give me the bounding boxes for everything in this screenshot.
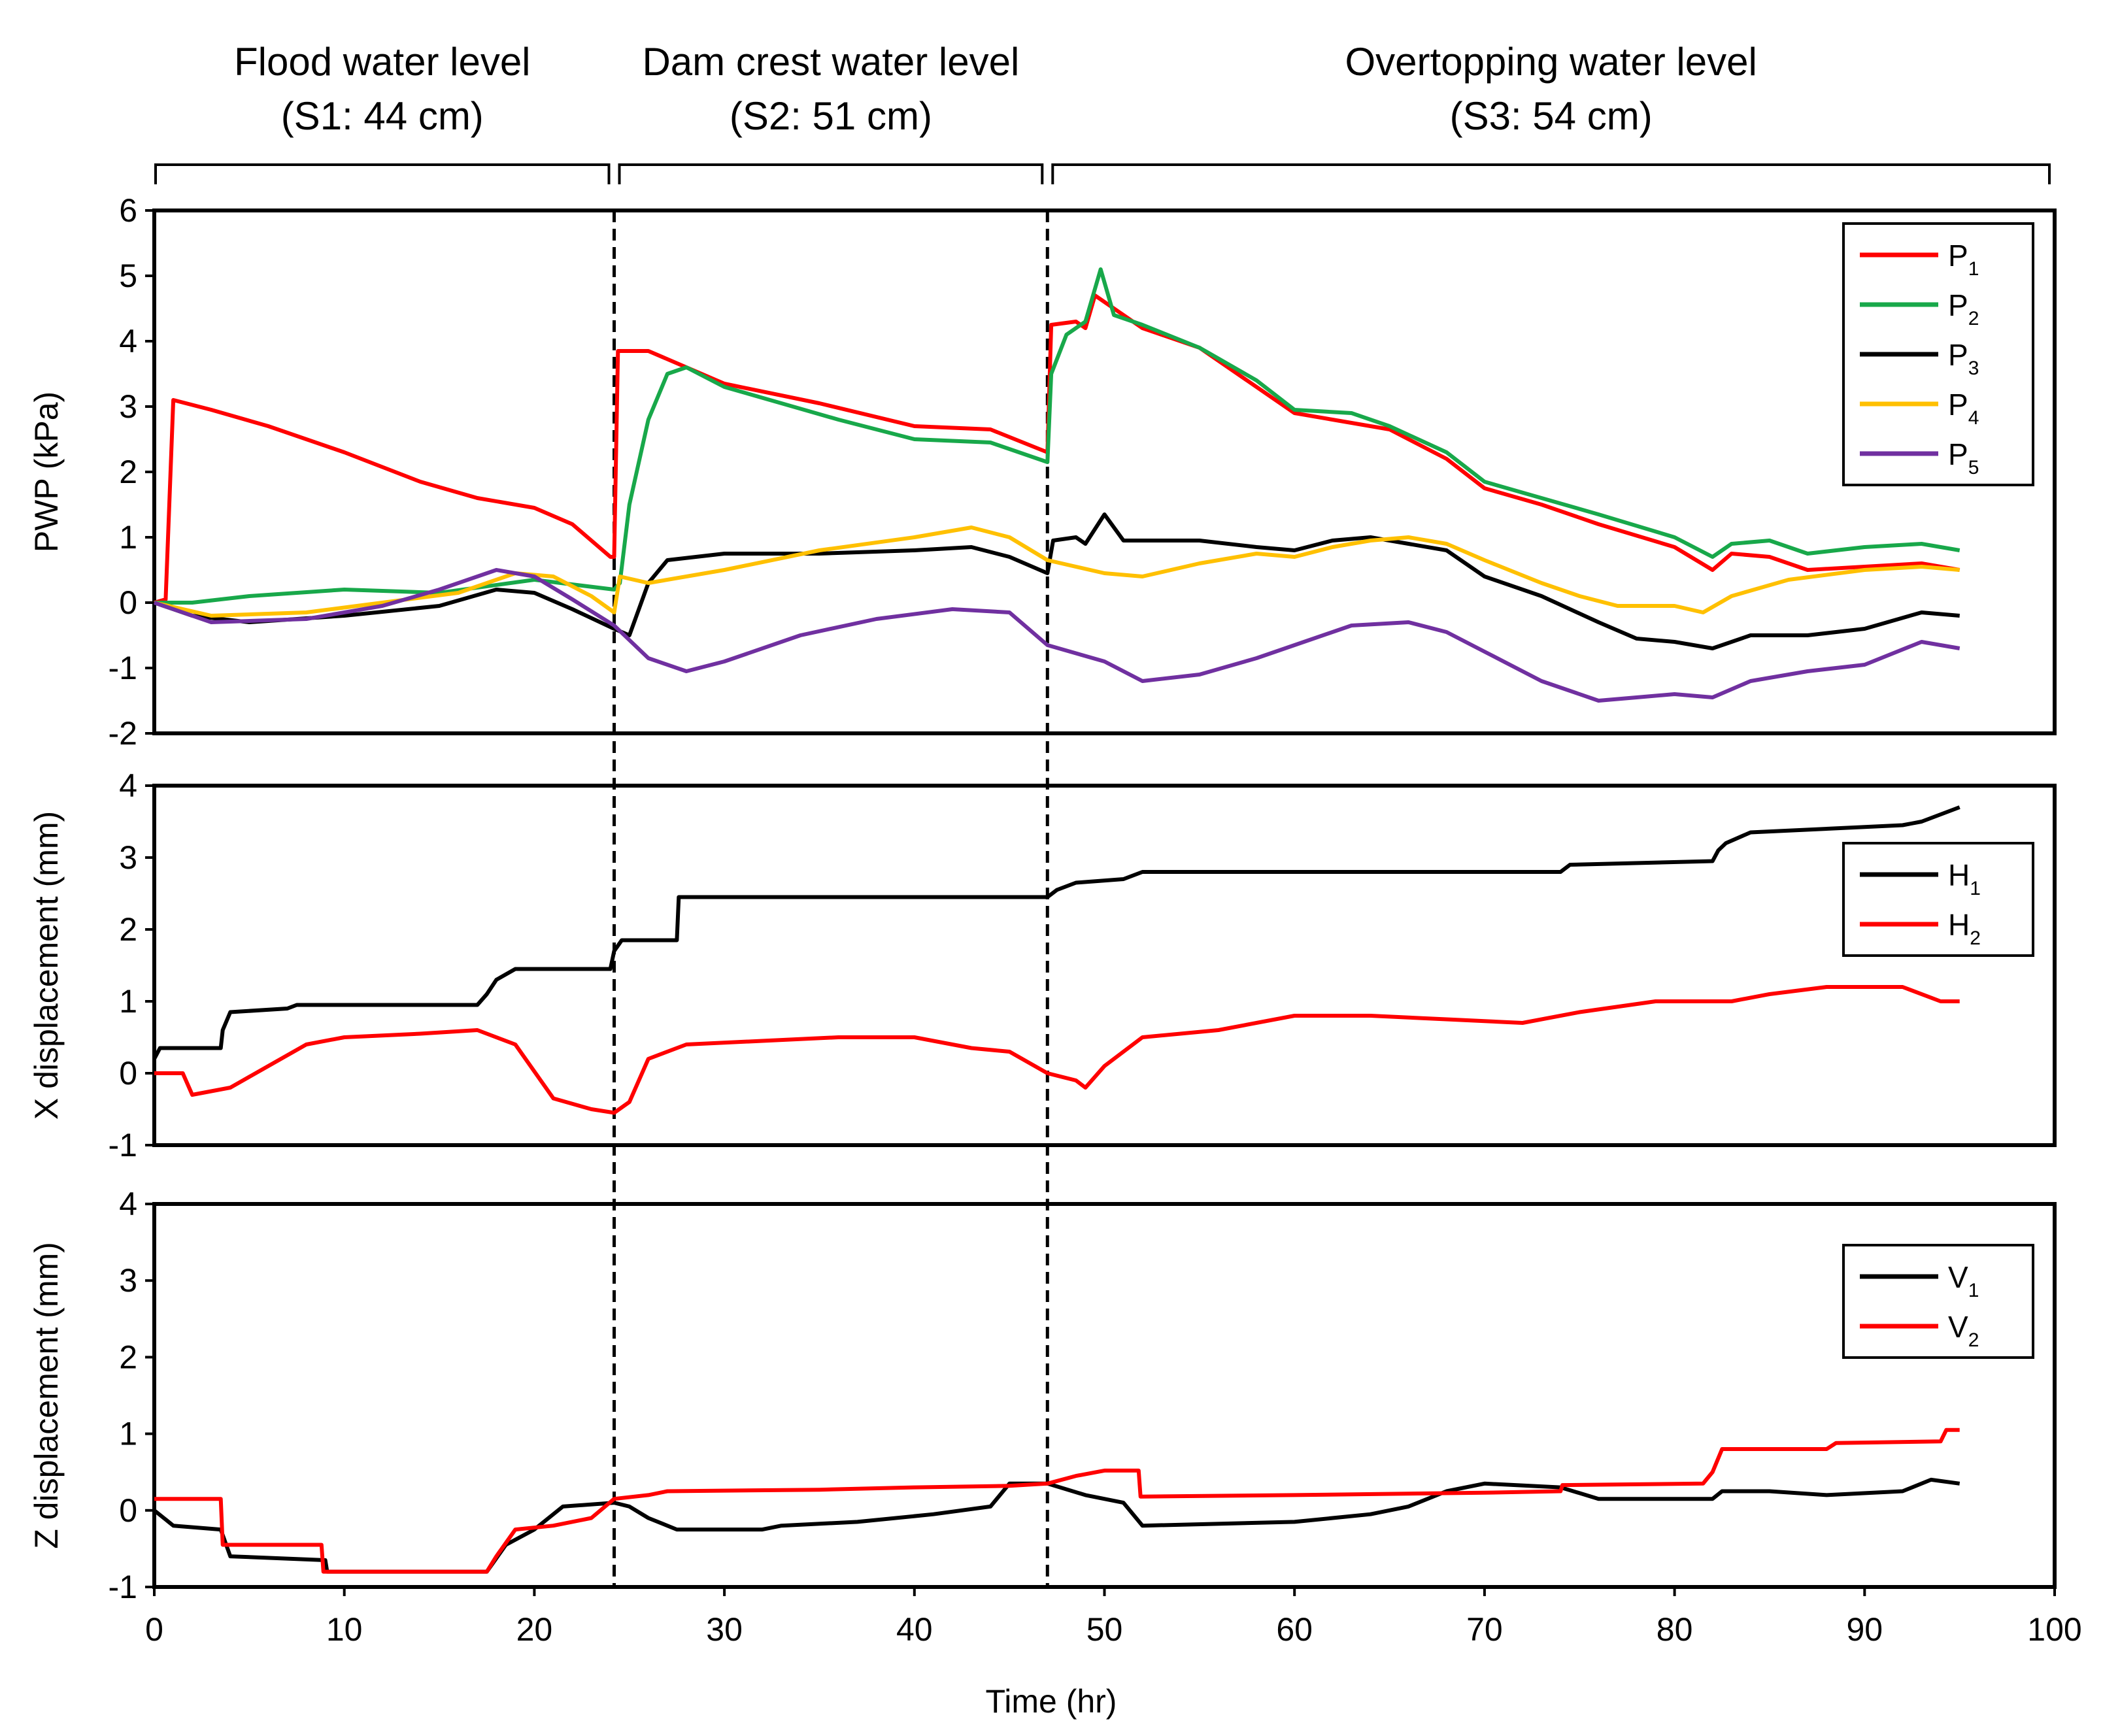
y-tick-label: 1 bbox=[119, 519, 137, 556]
y-tick-label: 5 bbox=[119, 258, 137, 294]
series-line-p3 bbox=[154, 512, 1960, 650]
y-axis-label: Z displacement (mm) bbox=[28, 1242, 65, 1549]
y-tick-label: 0 bbox=[119, 1492, 137, 1529]
stage-title: Dam crest water level bbox=[642, 40, 1019, 84]
y-tick-label: 3 bbox=[119, 388, 137, 425]
y-axis-label: X displacement (mm) bbox=[28, 811, 65, 1120]
y-tick-label: 1 bbox=[119, 1416, 137, 1452]
x-axis: Time (hr) 0 10 20 30 40 50 60 70 80 90 100 bbox=[145, 1587, 2082, 1720]
series-line-v1 bbox=[153, 1477, 1960, 1574]
y-tick-label: 3 bbox=[119, 1262, 137, 1299]
series-line-h1 bbox=[152, 805, 1960, 1060]
x-tick-label: 50 bbox=[1086, 1611, 1123, 1648]
y-axis-label: PWP (kPa) bbox=[28, 392, 65, 552]
x-tick-label: 90 bbox=[1846, 1611, 1883, 1648]
x-tick-label: 20 bbox=[516, 1611, 553, 1648]
y-tick-label: -2 bbox=[109, 715, 137, 752]
legend-box bbox=[1842, 842, 2034, 957]
x-tick-label: 10 bbox=[326, 1611, 363, 1648]
y-tick-label: 0 bbox=[119, 584, 137, 621]
stage-title: Overtopping water level bbox=[1345, 40, 1757, 84]
stage-subtitle: (S1: 44 cm) bbox=[281, 94, 484, 138]
series-line-h2 bbox=[154, 985, 1960, 1115]
x-tick-label: 0 bbox=[145, 1611, 163, 1648]
series-line-p2 bbox=[154, 267, 1960, 605]
stage-subtitle: (S3: 54 cm) bbox=[1450, 94, 1653, 138]
x-tick-label: 40 bbox=[896, 1611, 933, 1648]
x-tick-label: 30 bbox=[706, 1611, 743, 1648]
x-tick-label: 70 bbox=[1466, 1611, 1503, 1648]
x-tick-label: 60 bbox=[1276, 1611, 1313, 1648]
x-tick-label: 80 bbox=[1657, 1611, 1693, 1648]
y-tick-label: 0 bbox=[119, 1055, 137, 1092]
stage-subtitle: (S2: 51 cm) bbox=[730, 94, 932, 138]
x-axis-label: Time (hr) bbox=[986, 1683, 1117, 1720]
series-line-p4 bbox=[154, 526, 1960, 618]
y-tick-label: 2 bbox=[119, 1339, 137, 1375]
y-tick-label: 4 bbox=[119, 1186, 137, 1222]
y-tick-label: 2 bbox=[119, 911, 137, 948]
y-tick-label: -1 bbox=[109, 1569, 137, 1605]
stage-title: Flood water level bbox=[234, 40, 531, 84]
y-tick-label: 2 bbox=[119, 454, 137, 490]
stage-2: Dam crest water level (S2: 51 cm) bbox=[618, 40, 1044, 184]
stage-1: Flood water level (S1: 44 cm) bbox=[154, 40, 611, 184]
legend-box bbox=[1842, 1244, 2034, 1359]
stage-annotations: Flood water level (S1: 44 cm) Dam crest wa… bbox=[154, 40, 2051, 1587]
series-line-p5 bbox=[154, 568, 1960, 703]
series-line-v2 bbox=[154, 1427, 1960, 1574]
series-line-p1 bbox=[154, 293, 1960, 605]
stage-3: Overtopping water level (S3: 54 cm) bbox=[1051, 40, 2051, 184]
stage-bracket bbox=[154, 163, 611, 184]
stage-bracket bbox=[618, 163, 1044, 184]
y-tick-label: 3 bbox=[119, 839, 137, 876]
y-tick-label: 1 bbox=[119, 983, 137, 1020]
x-tick-label: 100 bbox=[2027, 1611, 2081, 1648]
y-tick-label: 6 bbox=[119, 192, 137, 229]
panel-frame bbox=[152, 784, 2057, 1147]
panel-frame bbox=[152, 1202, 2057, 1589]
y-tick-label: -1 bbox=[109, 1127, 137, 1163]
y-tick-label: 4 bbox=[119, 767, 137, 804]
stage-bracket bbox=[1051, 163, 2051, 184]
y-tick-label: 4 bbox=[119, 323, 137, 359]
y-tick-label: -1 bbox=[109, 650, 137, 686]
